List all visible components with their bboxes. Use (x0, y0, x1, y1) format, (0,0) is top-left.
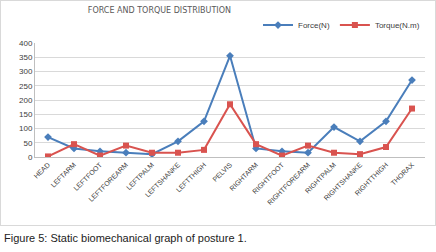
svg-text:RIGHTPALM: RIGHTPALM (304, 161, 338, 195)
svg-text:LEFTFOREARM: LEFTFOREARM (87, 161, 129, 203)
svg-text:RIGHTTHIGH: RIGHTTHIGH (353, 161, 389, 197)
html-text:Figure 5: Static biomechanical: Figure 5: Static biomechanical graph of … (4, 232, 247, 244)
svg-text:Force(N): Force(N) (298, 21, 330, 30)
svg-text:300: 300 (19, 67, 33, 76)
svg-text:250: 250 (19, 82, 33, 91)
svg-text:THORAX: THORAX (390, 161, 416, 187)
svg-text:200: 200 (19, 96, 33, 105)
svg-text:400: 400 (19, 39, 33, 48)
svg-text:FORCE AND TORQUE DISTRIBUTION: FORCE AND TORQUE DISTRIBUTION (88, 6, 231, 15)
svg-text:HEAD: HEAD (32, 161, 51, 180)
svg-text:RIGHTFOREARM: RIGHTFOREARM (266, 161, 311, 206)
svg-text:50: 50 (23, 139, 32, 148)
svg-text:0: 0 (28, 153, 33, 162)
svg-text:150: 150 (19, 110, 33, 119)
svg-text:RIGHTSHANKE: RIGHTSHANKE (322, 161, 363, 202)
svg-text:LEFTARM: LEFTARM (49, 161, 77, 189)
svg-text:LEFTPALM: LEFTPALM (125, 161, 155, 191)
svg-text:Torque(N.m): Torque(N.m) (375, 21, 420, 30)
svg-text:100: 100 (19, 124, 33, 133)
svg-text:RIGHTARM: RIGHTARM (228, 161, 259, 192)
svg-text:LEFTFOOT: LEFTFOOT (72, 161, 103, 192)
svg-text:LEFTSHANKE: LEFTSHANKE (144, 161, 182, 199)
svg-text:LEFTTHIGH: LEFTTHIGH (175, 161, 207, 193)
svg-text:RIGHTFOOT: RIGHTFOOT (251, 161, 286, 196)
svg-text:350: 350 (19, 53, 33, 62)
svg-text:PELVIS: PELVIS (211, 161, 233, 183)
